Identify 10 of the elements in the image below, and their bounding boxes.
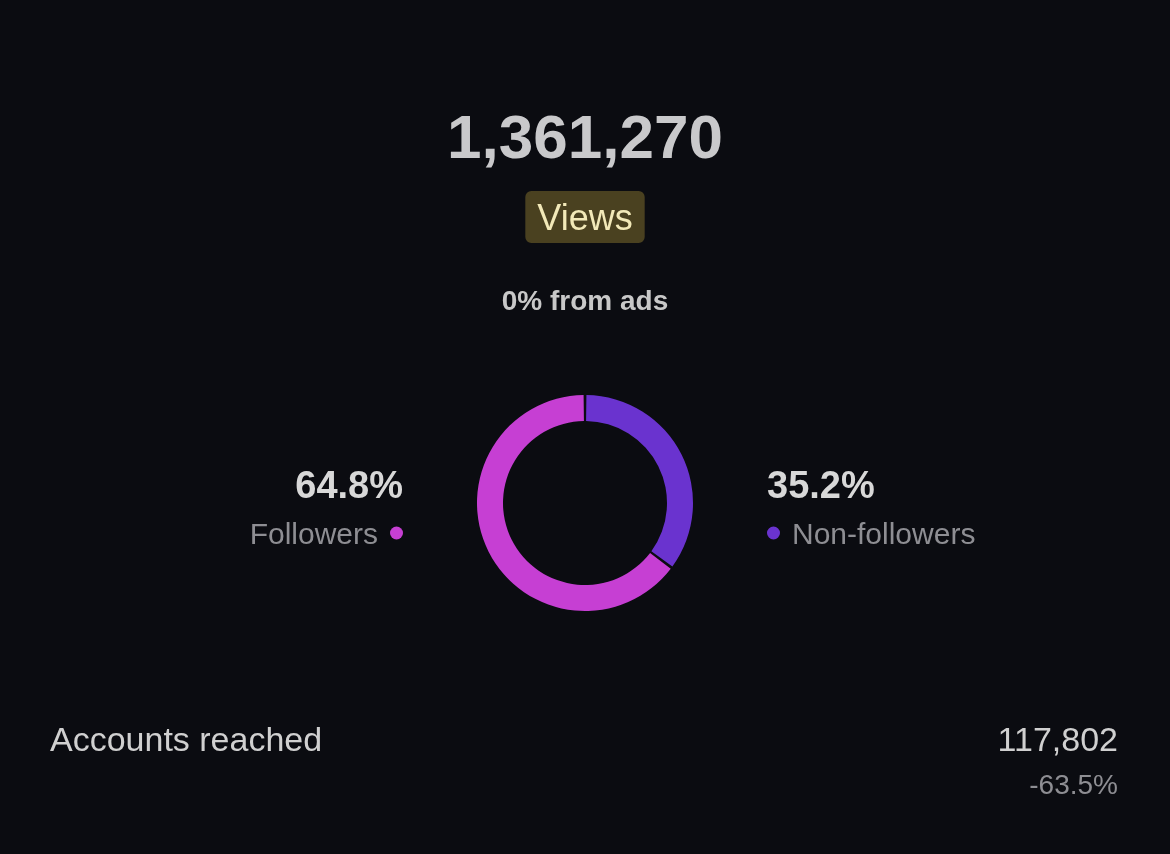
legend-label: Non-followers bbox=[792, 516, 976, 550]
text: Accounts reached bbox=[50, 720, 323, 758]
text: 0% from ads bbox=[501, 284, 669, 316]
slice-label: Followers bbox=[249, 516, 378, 550]
data-label: 35.2% bbox=[767, 464, 875, 506]
text: -63.5% bbox=[1029, 768, 1118, 800]
data-label: 64.8% bbox=[295, 464, 403, 506]
chart-title: 1,361,270 bbox=[447, 101, 723, 171]
chart-subtitle: Views bbox=[537, 196, 633, 238]
text: 117,802 bbox=[997, 720, 1119, 758]
